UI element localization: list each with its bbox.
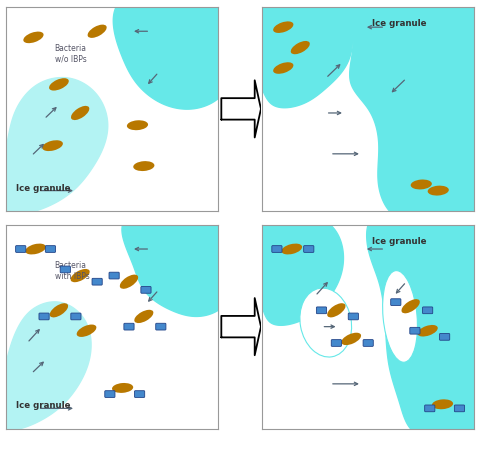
FancyBboxPatch shape [331, 339, 342, 346]
Ellipse shape [427, 185, 449, 196]
Ellipse shape [411, 180, 432, 189]
Ellipse shape [49, 78, 69, 91]
FancyBboxPatch shape [105, 391, 115, 397]
Ellipse shape [133, 161, 154, 171]
FancyBboxPatch shape [348, 313, 358, 320]
Ellipse shape [71, 106, 89, 120]
Ellipse shape [120, 275, 138, 289]
FancyBboxPatch shape [423, 307, 433, 314]
FancyBboxPatch shape [363, 339, 373, 346]
FancyBboxPatch shape [109, 272, 119, 279]
FancyBboxPatch shape [304, 246, 314, 252]
Text: Bacteria
with IBPs: Bacteria with IBPs [55, 261, 89, 282]
FancyBboxPatch shape [272, 246, 282, 252]
FancyBboxPatch shape [16, 246, 26, 252]
Text: Ice granule: Ice granule [17, 184, 71, 193]
FancyBboxPatch shape [92, 278, 102, 285]
Ellipse shape [300, 288, 351, 357]
Ellipse shape [273, 22, 293, 33]
Text: Ice granule: Ice granule [17, 401, 71, 410]
Polygon shape [122, 206, 237, 317]
Ellipse shape [127, 120, 148, 130]
FancyBboxPatch shape [440, 334, 450, 340]
Polygon shape [335, 0, 488, 224]
Text: Bacteria
w/o IBPs: Bacteria w/o IBPs [55, 44, 87, 64]
Text: Ice granule: Ice granule [372, 19, 427, 28]
Ellipse shape [282, 244, 302, 255]
Ellipse shape [418, 325, 438, 336]
Polygon shape [251, 214, 344, 326]
Ellipse shape [88, 25, 107, 38]
Polygon shape [366, 204, 488, 438]
Ellipse shape [50, 303, 68, 317]
Polygon shape [250, 0, 352, 108]
FancyBboxPatch shape [156, 323, 166, 330]
Ellipse shape [71, 269, 90, 282]
FancyBboxPatch shape [454, 405, 465, 412]
FancyBboxPatch shape [391, 299, 401, 305]
FancyBboxPatch shape [124, 323, 134, 330]
Ellipse shape [291, 41, 310, 54]
Ellipse shape [432, 399, 453, 409]
FancyBboxPatch shape [60, 266, 70, 273]
Text: Ice granule: Ice granule [372, 237, 427, 246]
FancyBboxPatch shape [410, 327, 420, 334]
Ellipse shape [402, 299, 420, 313]
Polygon shape [0, 78, 108, 214]
Ellipse shape [23, 31, 43, 43]
Ellipse shape [134, 310, 153, 323]
Ellipse shape [42, 140, 63, 151]
Ellipse shape [327, 303, 346, 317]
FancyBboxPatch shape [39, 313, 49, 320]
Ellipse shape [383, 271, 417, 362]
Ellipse shape [273, 62, 293, 74]
FancyBboxPatch shape [71, 313, 81, 320]
Ellipse shape [77, 325, 96, 337]
FancyBboxPatch shape [135, 391, 144, 397]
Ellipse shape [112, 383, 133, 393]
Ellipse shape [342, 333, 361, 345]
Ellipse shape [25, 244, 46, 255]
Polygon shape [0, 302, 91, 430]
FancyBboxPatch shape [316, 307, 326, 314]
FancyBboxPatch shape [141, 286, 151, 293]
FancyBboxPatch shape [425, 405, 435, 412]
Polygon shape [113, 0, 237, 109]
FancyBboxPatch shape [45, 246, 56, 252]
